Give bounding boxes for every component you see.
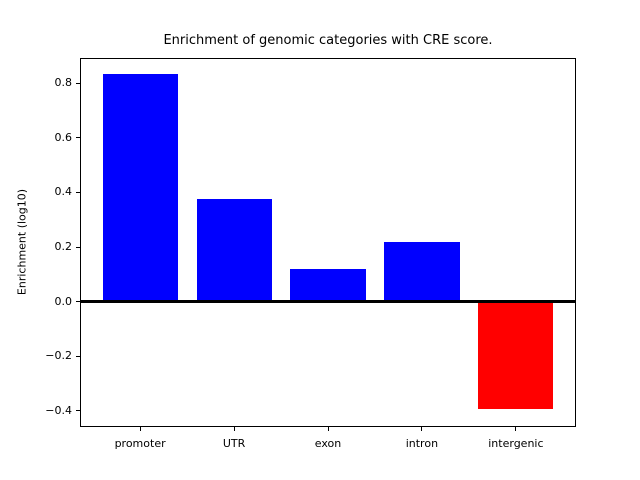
zero-line [80, 300, 576, 303]
y-tick-mark [76, 246, 80, 248]
bar-promoter [102, 73, 178, 302]
plot-area [80, 58, 576, 427]
y-tick-mark [76, 410, 80, 412]
y-tick-label: 0.6 [54, 130, 73, 144]
x-tick-mark [327, 427, 329, 431]
x-tick-mark [515, 427, 517, 431]
y-tick-label: 0.4 [54, 185, 73, 199]
y-tick-mark [76, 82, 80, 84]
bar-UTR [196, 199, 272, 302]
y-tick-mark [76, 137, 80, 139]
y-tick-mark [76, 355, 80, 357]
x-tick-label-exon: exon [314, 437, 342, 450]
y-tick-label: 0.2 [54, 240, 73, 253]
x-tick-mark [421, 427, 423, 431]
bar-intron [384, 241, 460, 302]
bar-intergenic [478, 301, 554, 410]
y-tick-label: −0.2 [45, 349, 72, 363]
x-tick-label-intron: intron [405, 437, 439, 450]
y-tick-mark [76, 301, 80, 303]
y-tick-label: 0.8 [54, 76, 73, 90]
y-tick-label: 0.0 [54, 294, 73, 308]
y-tick-label: −0.4 [45, 403, 72, 417]
x-tick-label-intergenic: intergenic [488, 437, 544, 450]
bar-exon [290, 268, 366, 302]
x-tick-label-UTR: UTR [222, 437, 246, 450]
y-tick-mark [76, 191, 80, 193]
x-tick-label-promoter: promoter [114, 437, 166, 450]
x-tick-mark [233, 427, 235, 431]
chart-title: Enrichment of genomic categories with CR… [163, 33, 493, 48]
x-tick-mark [139, 427, 141, 431]
